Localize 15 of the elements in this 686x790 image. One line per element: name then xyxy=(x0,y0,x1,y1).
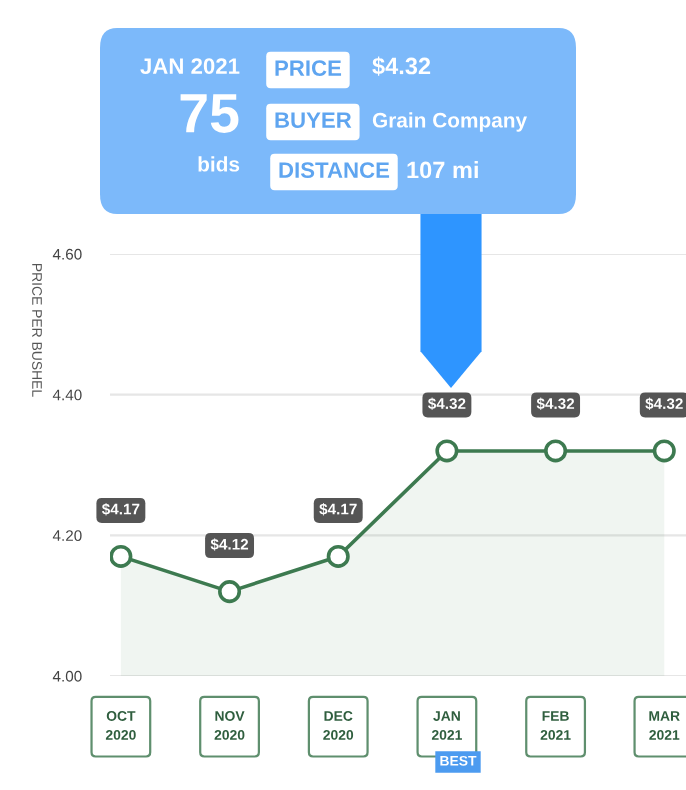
point xyxy=(110,544,133,568)
point xyxy=(652,439,676,463)
text: $4.32 xyxy=(372,56,431,76)
text: DISTANCE xyxy=(279,162,390,178)
point xyxy=(435,439,459,463)
text: 107 mi xyxy=(407,161,478,179)
text: Grain Company xyxy=(372,112,528,132)
text: BUYER xyxy=(275,112,352,128)
point xyxy=(218,580,242,604)
point xyxy=(544,439,568,463)
text: 75 xyxy=(180,94,239,133)
text: PRICE xyxy=(275,60,342,76)
point xyxy=(326,544,350,568)
text: JAN 2021 xyxy=(140,58,240,74)
text: bids xyxy=(198,156,240,172)
